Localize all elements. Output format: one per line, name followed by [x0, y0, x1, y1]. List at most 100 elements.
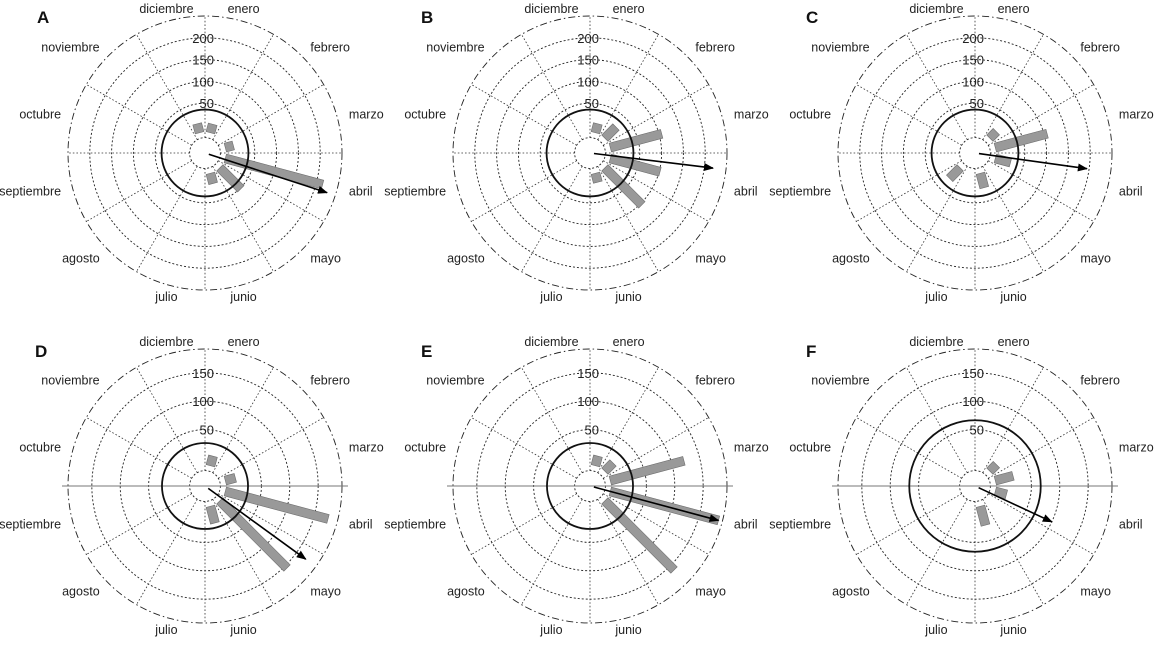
- month-label-julio: julio: [924, 290, 947, 304]
- polar-panel-d: 50 100 150 enero febrero marzo abril mayo junio j…: [0, 335, 384, 637]
- month-label-noviembre: noviembre: [41, 374, 99, 388]
- mean-vector-arrow: [593, 152, 714, 171]
- month-label-abril: abril: [349, 518, 373, 532]
- month-label-diciembre: diciembre: [524, 2, 578, 16]
- radial-tick-label: 100: [962, 74, 984, 89]
- radial-tick-label: 100: [577, 74, 599, 89]
- radial-tick-label: 100: [577, 394, 599, 409]
- bar-junio: [975, 504, 991, 527]
- inner-axis-ring: [959, 137, 991, 169]
- radial-gridline: [474, 37, 706, 269]
- month-boundary-spoke: [988, 160, 1094, 222]
- bar-marzo: [223, 140, 235, 153]
- significance-circle: [161, 442, 249, 530]
- month-boundary-spoke: [856, 493, 962, 555]
- month-label-agosto: agosto: [832, 251, 870, 265]
- radial-gridline: [89, 37, 321, 269]
- month-boundary-spoke: [603, 493, 709, 555]
- radial-tick-label: 150: [962, 366, 984, 381]
- radial-gridline: [517, 80, 663, 226]
- month-label-junio: junio: [999, 623, 1026, 637]
- month-label-septiembre: septiembre: [769, 518, 831, 532]
- radial-gridline: [132, 80, 278, 226]
- month-label-mayo: mayo: [1080, 251, 1111, 265]
- month-label-noviembre: noviembre: [811, 41, 869, 55]
- bar-mayo: [216, 164, 245, 193]
- panel-letter: E: [421, 342, 432, 361]
- bar-marzo: [993, 471, 1015, 486]
- month-label-julio: julio: [924, 623, 947, 637]
- radial-tick-label: 50: [970, 96, 984, 111]
- bar-febrero: [986, 460, 1001, 475]
- month-boundary-spoke: [906, 166, 968, 272]
- month-boundary-spoke: [86, 160, 192, 222]
- mean-vector-arrow: [978, 152, 1088, 172]
- mean-vector-arrow: [207, 487, 307, 560]
- month-boundary-spoke: [218, 417, 324, 479]
- month-label-septiembre: septiembre: [384, 185, 446, 199]
- month-label-marzo: marzo: [734, 440, 769, 454]
- bar-febrero: [601, 459, 617, 475]
- month-boundary-spoke: [218, 84, 324, 146]
- month-label-septiembre: septiembre: [0, 185, 61, 199]
- month-label-octubre: octubre: [789, 107, 831, 121]
- month-label-marzo: marzo: [349, 440, 384, 454]
- month-label-abril: abril: [349, 185, 373, 199]
- month-boundary-spoke: [212, 499, 274, 605]
- month-label-noviembre: noviembre: [426, 374, 484, 388]
- radial-gridline: [924, 102, 1026, 204]
- month-label-octubre: octubre: [19, 107, 61, 121]
- month-label-junio: junio: [614, 623, 641, 637]
- month-label-febrero: febrero: [310, 41, 350, 55]
- month-boundary-spoke: [988, 493, 1094, 555]
- radial-tick-label: 100: [962, 394, 984, 409]
- month-boundary-spoke: [597, 34, 659, 140]
- month-label-marzo: marzo: [349, 107, 384, 121]
- bar-abril: [993, 486, 1008, 500]
- month-boundary-spoke: [906, 367, 968, 473]
- month-boundary-spoke: [471, 160, 577, 222]
- month-label-diciembre: diciembre: [524, 335, 578, 349]
- month-label-junio: junio: [229, 623, 256, 637]
- month-boundary-spoke: [86, 493, 192, 555]
- month-label-abril: abril: [1119, 518, 1143, 532]
- month-label-julio: julio: [154, 290, 177, 304]
- significance-circle: [908, 419, 1042, 553]
- month-label-noviembre: noviembre: [811, 374, 869, 388]
- month-boundary-spoke: [218, 160, 324, 222]
- month-boundary-spoke: [521, 34, 583, 140]
- month-boundary-spoke: [906, 34, 968, 140]
- month-boundary-spoke: [521, 499, 583, 605]
- outer-ring: [452, 15, 728, 291]
- bar-marzo: [608, 456, 686, 486]
- month-label-noviembre: noviembre: [426, 41, 484, 55]
- month-boundary-spoke: [982, 166, 1044, 272]
- month-label-mayo: mayo: [310, 251, 341, 265]
- month-boundary-spoke: [988, 417, 1094, 479]
- month-boundary-spoke: [982, 499, 1044, 605]
- month-boundary-spoke: [86, 84, 192, 146]
- panel-letter: B: [421, 8, 433, 27]
- month-boundary-spoke: [597, 499, 659, 605]
- month-label-agosto: agosto: [447, 584, 485, 598]
- radial-tick-label: 150: [577, 366, 599, 381]
- month-boundary-spoke: [471, 493, 577, 555]
- radial-tick-label: 50: [585, 96, 599, 111]
- radial-tick-label: 50: [200, 423, 214, 438]
- month-label-septiembre: septiembre: [769, 185, 831, 199]
- polar-panel-b: 50 100 150 200 enero febrero marzo abril mayo jun…: [384, 2, 768, 304]
- month-boundary-spoke: [982, 367, 1044, 473]
- month-boundary-spoke: [597, 166, 659, 272]
- month-boundary-spoke: [212, 367, 274, 473]
- radial-gridline: [902, 80, 1048, 226]
- month-boundary-spoke: [603, 417, 709, 479]
- month-label-febrero: febrero: [695, 41, 735, 55]
- radial-gridline: [539, 102, 641, 204]
- bar-enero: [205, 454, 218, 468]
- month-boundary-spoke: [136, 34, 198, 140]
- month-boundary-spoke: [982, 34, 1044, 140]
- panel-letter: D: [35, 342, 47, 361]
- bar-abril: [223, 486, 330, 524]
- month-label-agosto: agosto: [62, 251, 100, 265]
- radial-gridline: [881, 59, 1069, 247]
